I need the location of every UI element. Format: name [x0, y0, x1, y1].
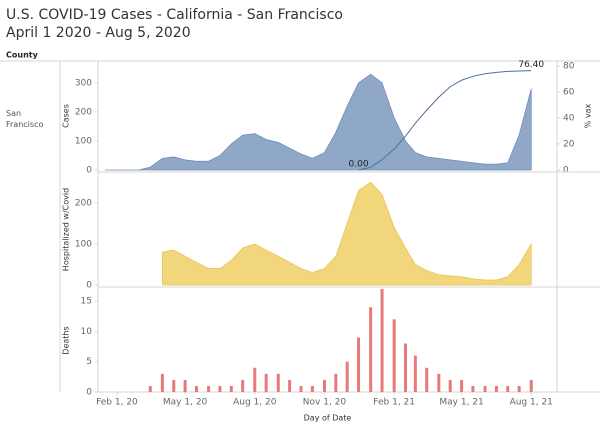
row-label: San Francisco [6, 109, 44, 129]
bar [334, 373, 338, 392]
y-tick-label: 0 [86, 166, 92, 176]
subtitle: April 1 2020 - Aug 5, 2020 [6, 25, 191, 41]
bar [218, 385, 222, 392]
title: U.S. COVID-19 Cases - California - San F… [6, 7, 343, 23]
bar [357, 337, 361, 392]
bar [517, 385, 521, 392]
x-axis-label: Day of Date [304, 414, 352, 423]
bar [448, 379, 452, 392]
bar [494, 385, 498, 392]
y-tick-label: 100 [75, 136, 92, 146]
x-tick-label: May 1, 21 [439, 398, 483, 408]
bar [345, 361, 349, 392]
bar [148, 385, 152, 392]
bar [380, 289, 384, 392]
bar [437, 373, 441, 392]
y-tick-label: 5 [86, 357, 92, 367]
y-tick-label: 10 [81, 327, 93, 337]
area [161, 181, 532, 286]
bar [288, 379, 292, 392]
y-tick-label: 200 [75, 107, 92, 117]
bar [483, 385, 487, 392]
x-tick-label: May 1, 20 [163, 398, 208, 408]
bar [299, 385, 303, 392]
x-tick-label: Aug 1, 20 [233, 398, 277, 408]
y-axis-label: Deaths [62, 326, 71, 354]
bar [471, 385, 475, 392]
bar [207, 385, 211, 392]
bar [183, 379, 187, 392]
bar [264, 373, 268, 392]
area [104, 73, 532, 171]
value-label: 0.00 [349, 160, 369, 170]
bar [425, 367, 429, 392]
y-axis-label: Cases [62, 104, 71, 128]
y-tick-label: 0 [86, 388, 92, 398]
y2-tick-label: 80 [563, 61, 575, 71]
bar [506, 385, 510, 392]
y2-tick-label: 60 [563, 87, 575, 97]
value-label: 76.40 [518, 60, 544, 70]
bar [413, 355, 417, 392]
bar [172, 379, 176, 392]
y-tick-label: 200 [75, 198, 92, 208]
bar [276, 373, 280, 392]
bar [392, 319, 396, 392]
bar [529, 379, 533, 392]
y2-axis-label: % vax [584, 103, 593, 128]
x-tick-label: Nov 1, 20 [303, 398, 347, 408]
y-axis-label: Hospitalized w/Covid [62, 188, 71, 271]
x-tick-label: Aug 1, 21 [510, 398, 553, 408]
row-label-box: San Francisco [6, 109, 44, 129]
bar [460, 379, 464, 392]
x-tick-label: Feb 1, 20 [96, 398, 138, 408]
line [358, 70, 532, 171]
bar [194, 385, 198, 392]
bar [404, 343, 408, 392]
bar [369, 307, 373, 392]
y-tick-label: 0 [86, 281, 92, 291]
bar [322, 379, 326, 392]
bar [241, 379, 245, 392]
y2-tick-label: 40 [563, 113, 575, 123]
y2-tick-label: 0 [563, 166, 569, 176]
row-header: County [6, 51, 39, 60]
bar [253, 367, 257, 392]
y-tick-label: 300 [75, 78, 92, 88]
y-tick-label: 15 [81, 297, 92, 307]
bar [310, 385, 314, 392]
x-tick-label: Feb 1, 21 [373, 398, 415, 408]
y-tick-label: 100 [75, 239, 92, 249]
y2-tick-label: 20 [563, 139, 575, 149]
bar [229, 385, 233, 392]
bar [160, 373, 164, 392]
